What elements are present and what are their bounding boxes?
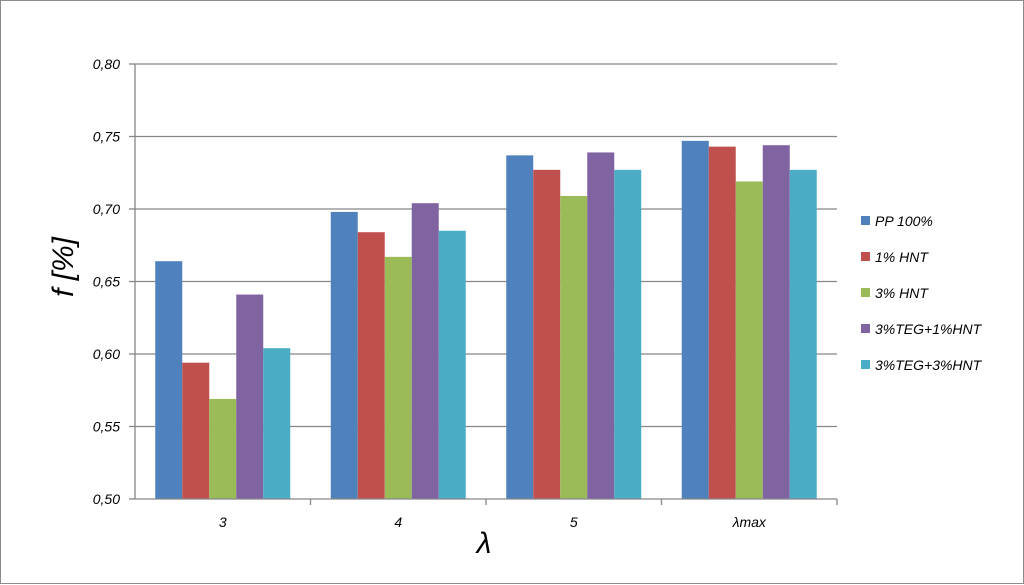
x-tick-label: 5 [570,514,578,530]
legend-swatch [861,216,870,225]
y-tick-label: 0,70 [93,201,120,217]
legend: PP 100% 1% HNT 3% HNT 3%TEG+1%HNT 3%TEG+3%HN… [861,213,983,373]
legend-label: PP 100% [875,213,933,229]
legend-swatch [861,288,870,297]
bar [384,256,412,499]
y-tick-label: 0,55 [93,419,120,435]
legend-label: 3%TEG+3%HNT [875,357,983,373]
bars [155,140,817,499]
legend-label: 1% HNT [875,249,929,265]
bar [155,261,183,499]
bar [560,195,588,499]
bar [438,230,466,499]
bar [330,211,358,499]
bar [708,146,736,499]
x-tick-label: λmax [732,514,767,530]
legend-swatch [861,324,870,333]
legend-label: 3%TEG+1%HNT [875,321,983,337]
bar [411,203,439,499]
bar [735,181,763,499]
y-axis-title: f [%] [47,236,80,297]
x-tick-label: 3 [219,514,227,530]
y-tick-label: 0,60 [93,346,120,362]
bar [762,145,790,499]
bar [209,398,237,499]
x-tick-labels: 3 4 5 λmax [219,514,767,530]
bar [506,155,534,499]
axes [129,63,838,505]
legend-swatch [861,360,870,369]
bar [789,169,817,499]
y-tick-label: 0,75 [93,129,120,145]
bar [681,140,709,499]
bar [263,348,291,499]
bar [236,294,264,499]
y-tick-label: 0,50 [93,491,120,507]
legend-label: 3% HNT [875,285,929,301]
bar [587,152,615,499]
y-tick-label: 0,80 [93,56,120,72]
y-tick-label: 0,65 [93,274,120,290]
bar [182,362,210,499]
y-tick-labels: 0,50 0,55 0,60 0,65 0,70 0,75 0,80 [93,56,120,507]
bar [533,169,561,499]
x-axis-title: λ [475,527,492,560]
x-tick-label: 4 [394,514,402,530]
legend-swatch [861,252,870,261]
bar [614,169,642,499]
bar [357,232,385,499]
